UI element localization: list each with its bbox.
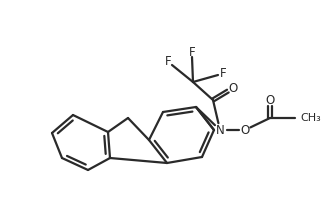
Text: N: N — [215, 123, 224, 136]
Text: CH₃: CH₃ — [300, 113, 321, 123]
Text: O: O — [240, 123, 250, 136]
Text: O: O — [265, 94, 275, 106]
Text: F: F — [165, 55, 171, 68]
Text: O: O — [228, 81, 238, 95]
Text: F: F — [219, 67, 226, 80]
Text: F: F — [189, 46, 195, 59]
